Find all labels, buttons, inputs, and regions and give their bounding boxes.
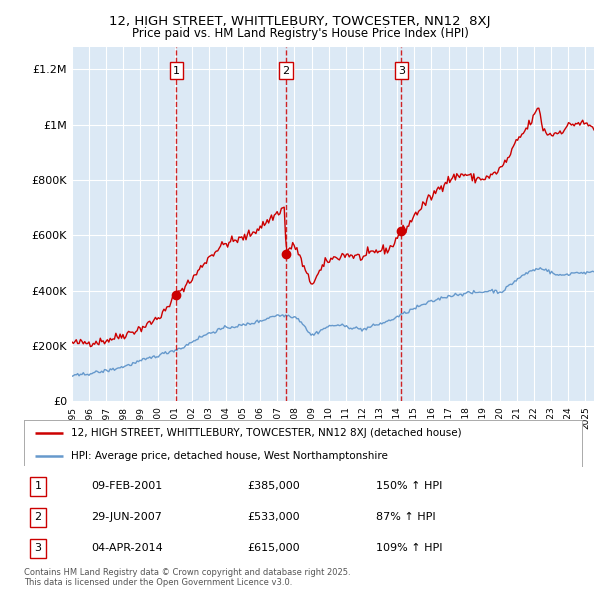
Text: Contains HM Land Registry data © Crown copyright and database right 2025.
This d: Contains HM Land Registry data © Crown c… bbox=[24, 568, 350, 587]
Text: £385,000: £385,000 bbox=[247, 481, 300, 491]
Text: 3: 3 bbox=[34, 543, 41, 553]
Text: 109% ↑ HPI: 109% ↑ HPI bbox=[376, 543, 442, 553]
Text: 1: 1 bbox=[173, 65, 180, 76]
Text: 2: 2 bbox=[283, 65, 289, 76]
Text: 87% ↑ HPI: 87% ↑ HPI bbox=[376, 512, 435, 522]
Text: 2: 2 bbox=[34, 512, 41, 522]
Text: £615,000: £615,000 bbox=[247, 543, 300, 553]
Text: HPI: Average price, detached house, West Northamptonshire: HPI: Average price, detached house, West… bbox=[71, 451, 388, 461]
Text: 12, HIGH STREET, WHITTLEBURY, TOWCESTER, NN12 8XJ (detached house): 12, HIGH STREET, WHITTLEBURY, TOWCESTER,… bbox=[71, 428, 462, 438]
Text: 04-APR-2014: 04-APR-2014 bbox=[91, 543, 163, 553]
Text: 3: 3 bbox=[398, 65, 405, 76]
Text: £533,000: £533,000 bbox=[247, 512, 300, 522]
Text: 29-JUN-2007: 29-JUN-2007 bbox=[91, 512, 162, 522]
Text: 09-FEB-2001: 09-FEB-2001 bbox=[91, 481, 162, 491]
Text: 1: 1 bbox=[34, 481, 41, 491]
Text: Price paid vs. HM Land Registry's House Price Index (HPI): Price paid vs. HM Land Registry's House … bbox=[131, 27, 469, 40]
Text: 150% ↑ HPI: 150% ↑ HPI bbox=[376, 481, 442, 491]
Text: 12, HIGH STREET, WHITTLEBURY, TOWCESTER, NN12  8XJ: 12, HIGH STREET, WHITTLEBURY, TOWCESTER,… bbox=[109, 15, 491, 28]
